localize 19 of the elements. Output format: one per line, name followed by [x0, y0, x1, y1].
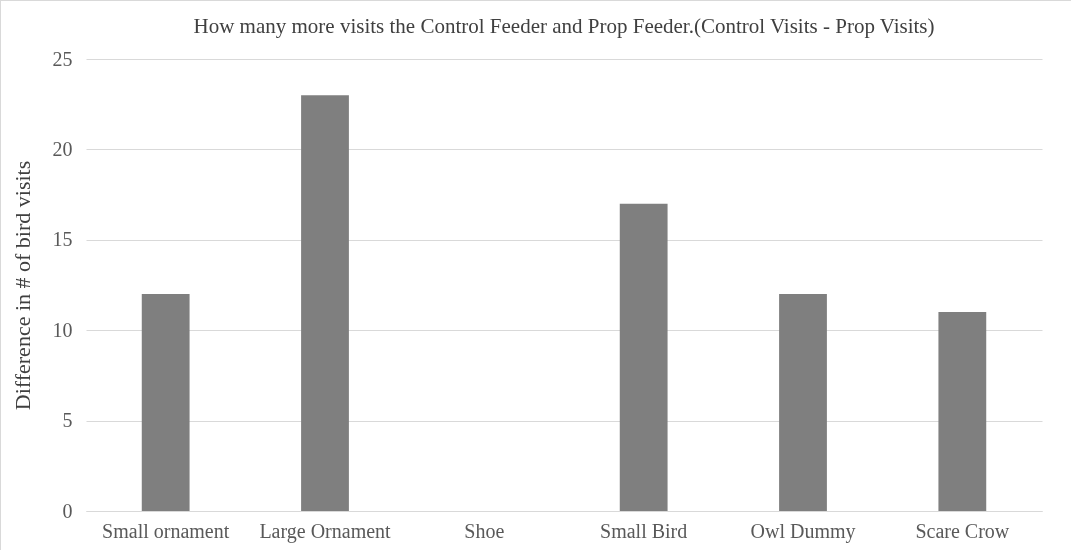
x-tick-label: Large Ornament	[259, 519, 392, 543]
y-tick-label: 10	[52, 318, 73, 341]
x-tick-label: Small Bird	[600, 519, 688, 542]
bar	[779, 294, 827, 511]
y-tick-label: 25	[52, 47, 73, 70]
x-tick-label: Owl Dummy	[750, 519, 856, 543]
y-axis-title: Difference in # of bird visits	[9, 160, 35, 411]
x-tick-label: Scare Crow	[915, 519, 1010, 542]
y-tick-label: 0	[62, 499, 73, 522]
bar	[141, 294, 190, 511]
x-tick-label: Shoe	[464, 519, 505, 542]
x-tick-label: Small ornament	[102, 519, 230, 542]
y-tick-label: 20	[52, 137, 73, 160]
y-tick-label: 15	[52, 228, 73, 251]
y-tick-label: 5	[62, 409, 73, 432]
bar	[938, 312, 987, 511]
bar	[619, 203, 668, 511]
bar	[301, 95, 349, 511]
chart-title: How many more visits the Control Feeder and Prop Feeder.(Control Visits - Prop Visits)	[193, 14, 935, 38]
